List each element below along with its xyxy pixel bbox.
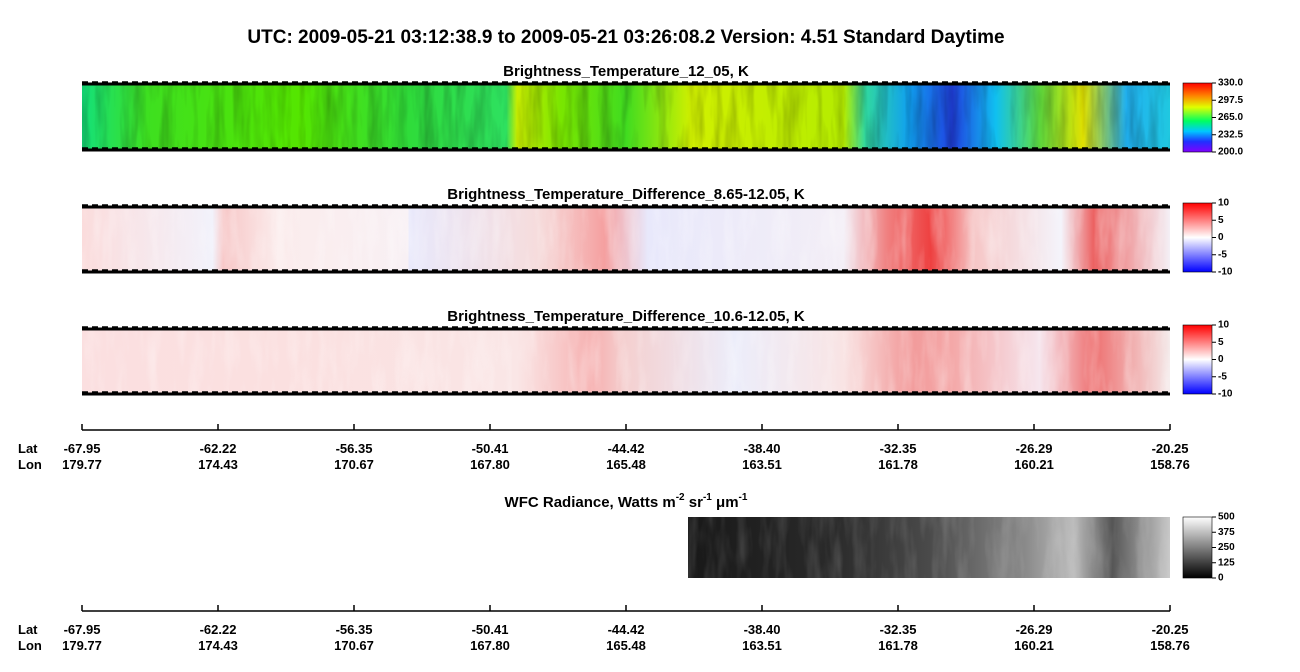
colorbar-label: 297.5 <box>1218 95 1243 106</box>
colorbar-label: 200.0 <box>1218 147 1243 158</box>
colorbar-label: 10 <box>1218 198 1230 209</box>
colorbar-label: 265.0 <box>1218 112 1243 123</box>
lon-label: 165.48 <box>606 638 646 653</box>
colorbar-label: 232.5 <box>1218 129 1243 140</box>
axis-row-label: Lat <box>18 441 38 456</box>
lat-label: -62.22 <box>200 622 237 637</box>
image-panel <box>82 329 1170 394</box>
lat-label: -26.29 <box>1016 441 1053 456</box>
lon-label: 179.77 <box>62 638 102 653</box>
lat-label: -50.41 <box>472 622 509 637</box>
colorbar-label: -5 <box>1218 371 1227 382</box>
lon-label: 161.78 <box>878 638 918 653</box>
lat-label: -56.35 <box>336 441 373 456</box>
colorbar-label: 0 <box>1218 354 1224 365</box>
title-part: sr <box>685 494 704 511</box>
lon-label: 174.43 <box>198 457 238 472</box>
title-sup: -1 <box>703 492 712 503</box>
lon-label: 158.76 <box>1150 457 1190 472</box>
lat-label: -67.95 <box>64 622 101 637</box>
title-part: μm <box>712 494 739 511</box>
lat-label: -38.40 <box>744 622 781 637</box>
page-title: UTC: 2009-05-21 03:12:38.9 to 2009-05-21… <box>247 27 1004 48</box>
colorbar-label: 500 <box>1218 512 1235 523</box>
lon-label: 160.21 <box>1014 638 1054 653</box>
colorbar-label: -10 <box>1218 267 1233 278</box>
panel-title: Brightness_Temperature_Difference_8.65-1… <box>447 186 805 203</box>
lon-label: 165.48 <box>606 457 646 472</box>
lon-label: 170.67 <box>334 638 374 653</box>
lon-label: 163.51 <box>742 457 782 472</box>
axis-row-label: Lon <box>18 457 42 472</box>
lon-label: 160.21 <box>1014 457 1054 472</box>
lon-label: 158.76 <box>1150 638 1190 653</box>
axis-row-label: Lon <box>18 638 42 653</box>
image-panel <box>82 207 1170 272</box>
lat-label: -44.42 <box>608 622 645 637</box>
colorbar-label: 375 <box>1218 527 1235 538</box>
colorbar-label: 0 <box>1218 573 1224 584</box>
lat-label: -62.22 <box>200 441 237 456</box>
lat-label: -20.25 <box>1152 441 1189 456</box>
image-panel <box>82 84 1170 150</box>
colorbar-label: 5 <box>1218 337 1224 348</box>
lon-label: 163.51 <box>742 638 782 653</box>
panel-title: Brightness_Temperature_Difference_10.6-1… <box>447 308 805 325</box>
lat-label: -20.25 <box>1152 622 1189 637</box>
panel-borders <box>82 81 1170 396</box>
colorbar-label: 330.0 <box>1218 78 1243 89</box>
lat-label: -44.42 <box>608 441 645 456</box>
lat-label: -67.95 <box>64 441 101 456</box>
lat-label: -50.41 <box>472 441 509 456</box>
colorbar-label: -5 <box>1218 249 1227 260</box>
image-panel <box>688 517 1170 578</box>
lat-label: -32.35 <box>880 622 917 637</box>
title-part: WFC Radiance, Watts m <box>505 494 676 511</box>
colorbar-label: -10 <box>1218 389 1233 400</box>
axis-row-label: Lat <box>18 622 38 637</box>
panel-title: Brightness_Temperature_12_05, K <box>503 63 749 80</box>
lon-label: 167.80 <box>470 457 510 472</box>
colorbar-label: 5 <box>1218 215 1224 226</box>
colorbar-label: 125 <box>1218 557 1235 568</box>
colorbar-label: 10 <box>1218 320 1230 331</box>
lat-label: -26.29 <box>1016 622 1053 637</box>
lon-label: 167.80 <box>470 638 510 653</box>
lat-label: -56.35 <box>336 622 373 637</box>
title-sup: -2 <box>676 492 685 503</box>
lon-label: 161.78 <box>878 457 918 472</box>
lon-label: 174.43 <box>198 638 238 653</box>
panel-title: WFC Radiance, Watts m-2 sr-1 μm-1 <box>505 492 748 511</box>
lat-label: -38.40 <box>744 441 781 456</box>
lon-label: 170.67 <box>334 457 374 472</box>
colorbar <box>1182 324 1213 395</box>
lon-label: 179.77 <box>62 457 102 472</box>
colorbar <box>1182 202 1213 273</box>
colorbar <box>1182 516 1213 579</box>
colorbar-label: 250 <box>1218 542 1235 553</box>
colorbar <box>1182 82 1213 153</box>
title-sup: -1 <box>739 492 748 503</box>
lat-label: -32.35 <box>880 441 917 456</box>
colorbar-label: 0 <box>1218 232 1224 243</box>
